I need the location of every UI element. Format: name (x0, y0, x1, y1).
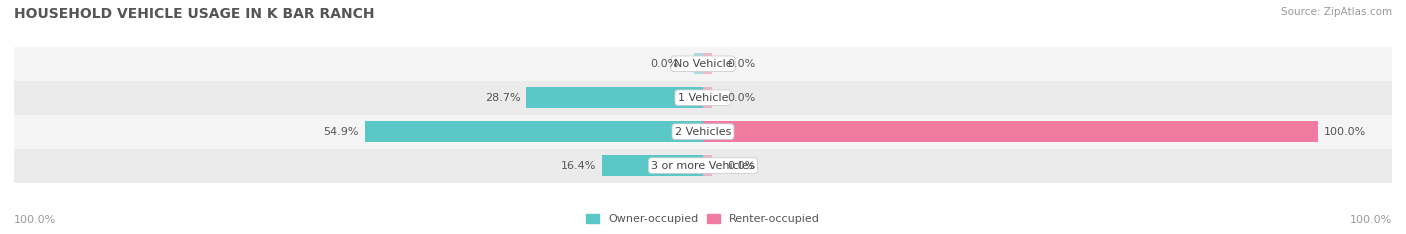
Text: 100.0%: 100.0% (14, 215, 56, 225)
Bar (703, 53, 713, 74)
Text: 0.0%: 0.0% (728, 93, 756, 103)
Bar (14, 47, 1392, 81)
Text: 1 Vehicle: 1 Vehicle (678, 93, 728, 103)
Bar (703, 155, 713, 176)
Text: 0.0%: 0.0% (650, 59, 678, 69)
Text: 0.0%: 0.0% (728, 59, 756, 69)
Bar (703, 121, 1319, 142)
Text: Source: ZipAtlas.com: Source: ZipAtlas.com (1281, 7, 1392, 17)
Bar (14, 115, 1392, 149)
Legend: Owner-occupied, Renter-occupied: Owner-occupied, Renter-occupied (581, 209, 825, 229)
Bar (693, 53, 703, 74)
Bar (14, 149, 1392, 183)
Text: HOUSEHOLD VEHICLE USAGE IN K BAR RANCH: HOUSEHOLD VEHICLE USAGE IN K BAR RANCH (14, 7, 374, 21)
Bar (526, 87, 703, 108)
Text: 16.4%: 16.4% (561, 161, 596, 171)
Text: 2 Vehicles: 2 Vehicles (675, 127, 731, 137)
Bar (602, 155, 703, 176)
Text: 100.0%: 100.0% (1324, 127, 1367, 137)
Bar (14, 81, 1392, 115)
Text: 54.9%: 54.9% (323, 127, 359, 137)
Text: 0.0%: 0.0% (728, 161, 756, 171)
Text: 100.0%: 100.0% (1350, 215, 1392, 225)
Text: 28.7%: 28.7% (485, 93, 520, 103)
Bar (366, 121, 703, 142)
Bar (703, 87, 713, 108)
Text: No Vehicle: No Vehicle (673, 59, 733, 69)
Text: 3 or more Vehicles: 3 or more Vehicles (651, 161, 755, 171)
